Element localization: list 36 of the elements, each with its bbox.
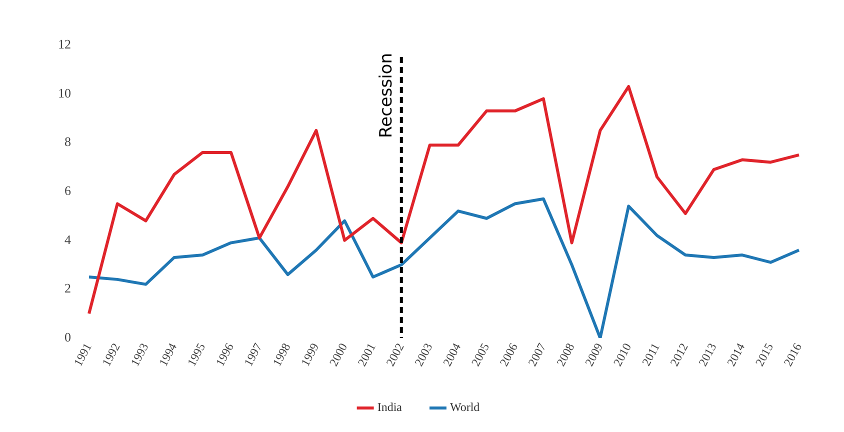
x-tick-label: 2005 bbox=[468, 340, 492, 368]
x-tick-label: 2008 bbox=[554, 340, 578, 368]
x-tick-label: 2002 bbox=[383, 340, 407, 368]
x-tick-label: 1991 bbox=[70, 340, 94, 368]
x-tick-label: 2012 bbox=[667, 340, 691, 368]
x-tick-label: 1993 bbox=[128, 340, 152, 368]
x-tick-label: 1997 bbox=[241, 340, 265, 368]
x-tick-label: 2001 bbox=[354, 340, 378, 368]
y-tick-label: 0 bbox=[64, 329, 71, 344]
x-tick-label: 2007 bbox=[525, 340, 549, 368]
x-tick-label: 2010 bbox=[610, 340, 634, 368]
x-tick-label: 2009 bbox=[582, 340, 606, 368]
y-tick-label: 10 bbox=[58, 85, 71, 100]
x-tick-label: 2014 bbox=[724, 340, 748, 368]
x-tick-label: 1998 bbox=[270, 340, 294, 368]
x-tick-label: 2003 bbox=[412, 340, 436, 368]
y-tick-label: 2 bbox=[64, 280, 71, 296]
x-tick-label: 1992 bbox=[99, 340, 123, 368]
x-tick-label: 1994 bbox=[156, 340, 180, 368]
legend-label: World bbox=[450, 400, 480, 414]
y-tick-label: 8 bbox=[64, 134, 71, 150]
y-tick-label: 6 bbox=[64, 182, 72, 198]
x-tick-label: 2004 bbox=[440, 340, 464, 368]
x-tick-label: 2000 bbox=[326, 340, 350, 368]
x-tick-label: 2013 bbox=[696, 340, 720, 368]
y-tick-label: 12 bbox=[58, 36, 71, 52]
legend-label: India bbox=[377, 400, 403, 414]
x-tick-label: 1996 bbox=[212, 340, 236, 368]
ref-line-label: Recession bbox=[376, 53, 396, 138]
x-tick-label: 2015 bbox=[752, 340, 776, 368]
y-tick-label: 4 bbox=[64, 232, 72, 247]
x-tick-label: 1995 bbox=[184, 340, 208, 368]
x-tick-label: 2011 bbox=[639, 340, 662, 368]
x-tick-label: 2016 bbox=[780, 340, 804, 368]
x-tick-label: 1999 bbox=[298, 340, 322, 368]
x-tick-label: 2006 bbox=[496, 340, 520, 368]
